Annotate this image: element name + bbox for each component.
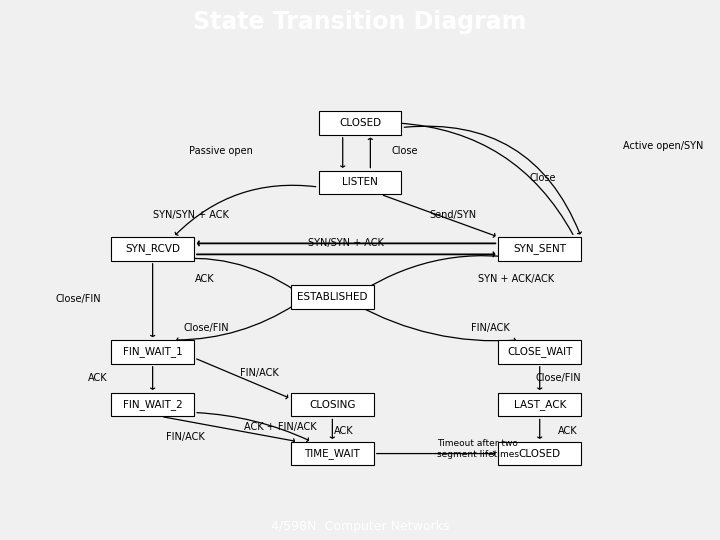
FancyBboxPatch shape	[318, 111, 402, 135]
Text: TIME_WAIT: TIME_WAIT	[305, 448, 360, 459]
Text: FIN/ACK: FIN/ACK	[166, 431, 204, 442]
FancyBboxPatch shape	[498, 442, 581, 465]
Text: SYN/SYN + ACK: SYN/SYN + ACK	[308, 238, 384, 248]
Text: ESTABLISHED: ESTABLISHED	[297, 292, 368, 302]
Text: CLOSED: CLOSED	[518, 449, 561, 458]
Text: LISTEN: LISTEN	[342, 178, 378, 187]
Text: CLOSED: CLOSED	[339, 118, 381, 128]
Text: FIN/ACK: FIN/ACK	[240, 368, 279, 377]
Text: State Transition Diagram: State Transition Diagram	[193, 10, 527, 34]
FancyBboxPatch shape	[111, 393, 194, 416]
Text: ACK: ACK	[333, 426, 353, 436]
Text: Send/SYN: Send/SYN	[430, 211, 477, 220]
FancyBboxPatch shape	[111, 340, 194, 364]
Text: SYN_SENT: SYN_SENT	[513, 244, 566, 254]
Text: Close/FIN: Close/FIN	[536, 374, 581, 383]
Text: Timeout after two
segment lifetimes: Timeout after two segment lifetimes	[438, 439, 519, 458]
Text: SYN/SYN + ACK: SYN/SYN + ACK	[153, 211, 228, 220]
Text: ACK: ACK	[88, 374, 108, 383]
Text: Close: Close	[391, 146, 418, 157]
FancyBboxPatch shape	[498, 393, 581, 416]
Text: FIN/ACK: FIN/ACK	[471, 323, 509, 333]
Text: FIN_WAIT_2: FIN_WAIT_2	[123, 399, 182, 410]
Text: Close/FIN: Close/FIN	[55, 294, 101, 304]
Text: CLOSING: CLOSING	[309, 400, 356, 409]
FancyBboxPatch shape	[291, 442, 374, 465]
Text: Active open/SYN: Active open/SYN	[623, 141, 703, 151]
Text: SYN_RCVD: SYN_RCVD	[125, 244, 180, 254]
Text: CLOSE_WAIT: CLOSE_WAIT	[507, 347, 572, 357]
Text: ACK: ACK	[195, 274, 215, 284]
FancyBboxPatch shape	[318, 171, 402, 194]
Text: Close/FIN: Close/FIN	[183, 323, 229, 333]
Text: Close: Close	[529, 173, 556, 183]
FancyBboxPatch shape	[291, 285, 374, 309]
Text: FIN_WAIT_1: FIN_WAIT_1	[123, 347, 182, 357]
Text: ACK: ACK	[558, 426, 577, 436]
FancyBboxPatch shape	[498, 340, 581, 364]
FancyBboxPatch shape	[291, 393, 374, 416]
FancyBboxPatch shape	[498, 237, 581, 261]
Text: SYN + ACK/ACK: SYN + ACK/ACK	[477, 274, 554, 284]
Text: 4/598N: Computer Networks: 4/598N: Computer Networks	[271, 520, 449, 533]
Text: Passive open: Passive open	[189, 146, 253, 157]
Text: LAST_ACK: LAST_ACK	[513, 399, 566, 410]
Text: ACK + FIN/ACK: ACK + FIN/ACK	[244, 422, 317, 433]
FancyBboxPatch shape	[111, 237, 194, 261]
